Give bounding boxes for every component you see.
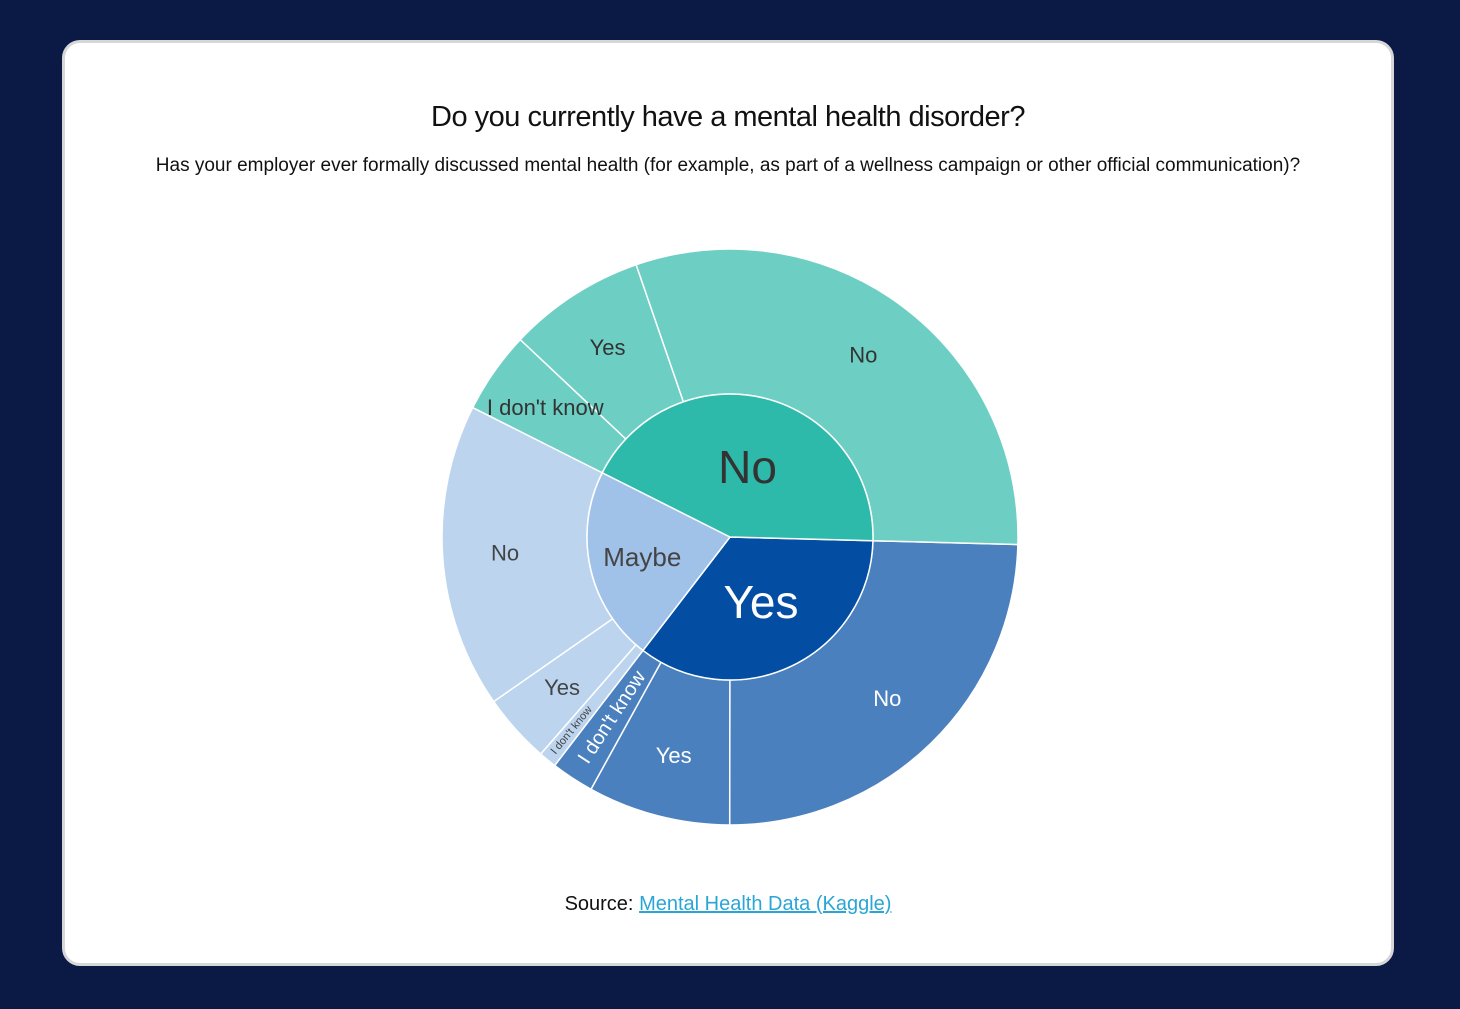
outer-label-maybe-yes: Yes: [544, 675, 580, 700]
inner-slice-no[interactable]: [601, 393, 874, 542]
outer-label-no-no: No: [849, 343, 877, 368]
inner-label-yes: Yes: [723, 576, 798, 628]
inner-label-maybe: Maybe: [603, 542, 681, 572]
inner-slice-maybe[interactable]: [586, 471, 732, 652]
chart-subtitle: Has your employer ever formally discusse…: [155, 155, 1301, 176]
outer-label-no-yes: Yes: [590, 335, 626, 360]
outer-label-no-i-don-t-know: I don't know: [487, 395, 604, 420]
chart-card: Do you currently have a mental health di…: [62, 40, 1394, 966]
source-prefix: Source:: [564, 893, 634, 915]
source-line: Source: Mental Health Data (Kaggle): [65, 893, 1391, 916]
source-link[interactable]: Mental Health Data (Kaggle): [639, 893, 892, 915]
chart-title: Do you currently have a mental health di…: [431, 101, 1025, 133]
outer-label-yes-yes: Yes: [656, 743, 692, 768]
inner-slice-yes[interactable]: [641, 536, 874, 681]
inner-label-no: No: [718, 441, 777, 493]
outer-label-maybe-no: No: [491, 541, 519, 566]
outer-label-yes-no: No: [873, 686, 901, 711]
